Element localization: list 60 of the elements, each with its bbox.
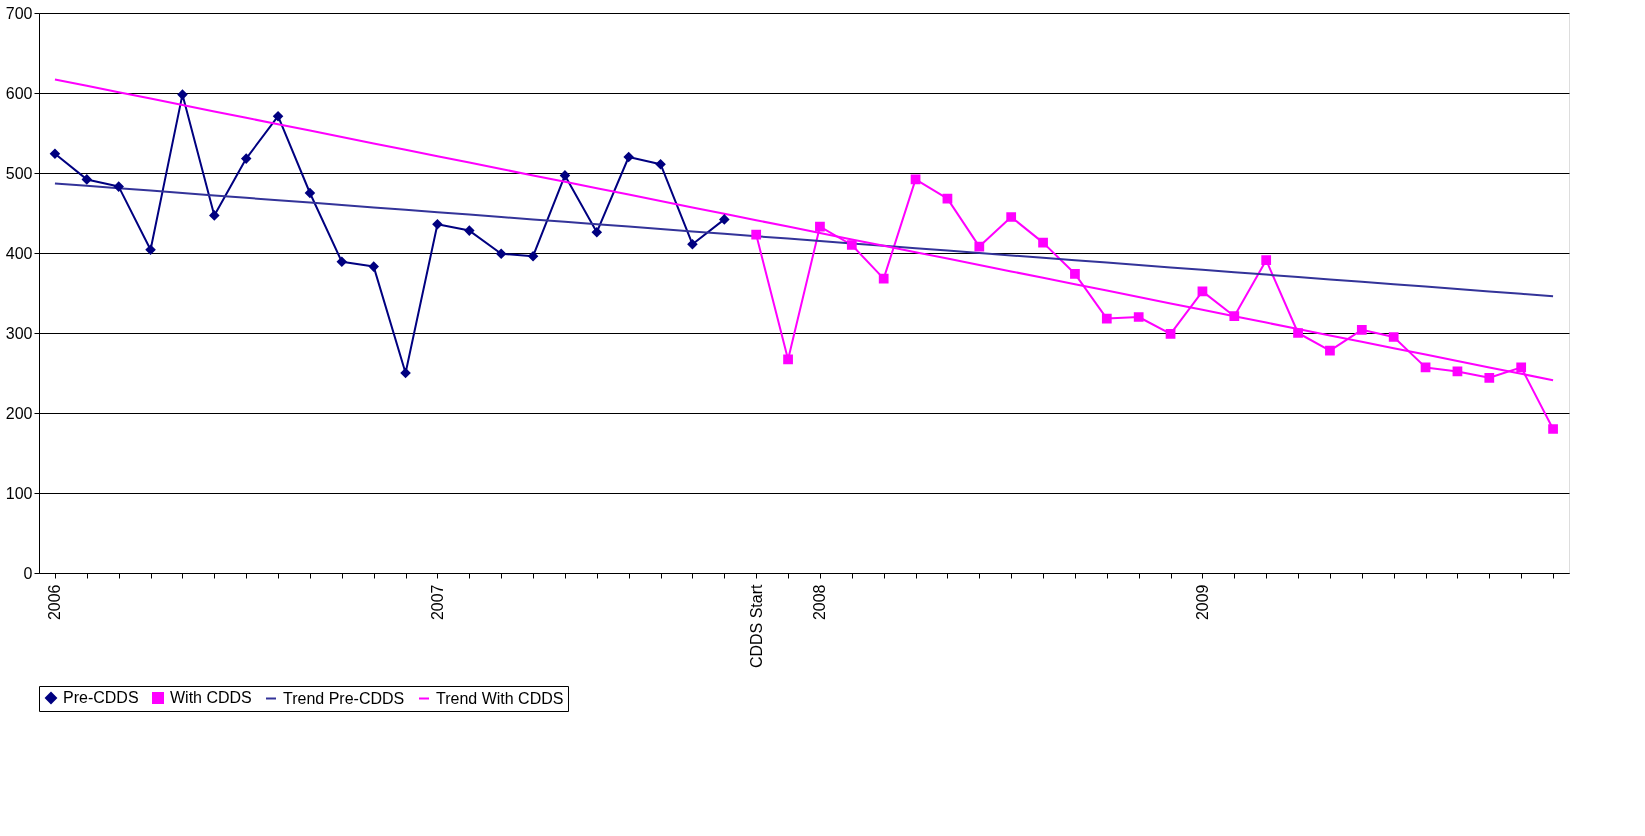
point <box>815 221 825 232</box>
point <box>368 261 379 272</box>
y-tick-label: 400 <box>5 244 33 262</box>
point <box>560 170 570 181</box>
point <box>1325 345 1335 356</box>
y-tick-label: 0 <box>23 564 33 582</box>
point <box>687 239 698 250</box>
point <box>1165 328 1176 339</box>
point <box>1133 312 1144 322</box>
x-tick-label: 2008 <box>811 584 829 621</box>
x-tick-label: 2007 <box>428 584 446 621</box>
point <box>1516 362 1527 373</box>
point <box>145 244 156 255</box>
y-tick-label: 100 <box>5 484 33 502</box>
point <box>1293 328 1303 338</box>
point <box>496 248 507 259</box>
point <box>751 229 762 240</box>
point <box>591 227 602 238</box>
y-tick-label: 600 <box>5 84 33 102</box>
point <box>1388 332 1399 342</box>
point <box>1101 313 1112 324</box>
point <box>528 251 538 262</box>
point <box>1229 311 1240 322</box>
point <box>177 89 188 100</box>
point <box>719 214 730 225</box>
y-tick-label: 200 <box>5 404 33 422</box>
point <box>241 153 252 164</box>
point <box>878 273 889 284</box>
point <box>1006 212 1017 222</box>
point <box>432 219 443 230</box>
point <box>1038 237 1048 248</box>
point <box>846 240 857 250</box>
point <box>1356 324 1367 335</box>
point <box>273 111 283 122</box>
legend-label: Trend Pre-CDDS <box>283 689 405 707</box>
point <box>623 152 634 162</box>
point <box>305 188 315 198</box>
point <box>81 174 92 185</box>
x-tick-label: CDDS Start <box>747 583 765 669</box>
point <box>50 148 60 159</box>
point <box>336 256 347 267</box>
point <box>464 225 475 236</box>
point <box>1070 268 1080 279</box>
legend-label: Trend With CDDS <box>436 689 564 707</box>
y-tick-label: 700 <box>5 4 33 22</box>
legend-label: With CDDS <box>170 689 252 706</box>
point <box>400 368 411 378</box>
point <box>1548 424 1558 434</box>
x-tick-label: 2006 <box>46 584 64 621</box>
y-tick-label: 300 <box>5 324 33 342</box>
point <box>783 354 793 365</box>
point <box>1261 255 1272 266</box>
point <box>209 210 220 221</box>
point <box>655 159 666 170</box>
x-tick-label: 2009 <box>1193 584 1211 621</box>
point <box>1484 372 1495 383</box>
legend-label: Pre-CDDS <box>63 689 139 706</box>
point <box>113 181 124 192</box>
point <box>974 241 985 252</box>
y-tick-label: 500 <box>5 164 33 182</box>
